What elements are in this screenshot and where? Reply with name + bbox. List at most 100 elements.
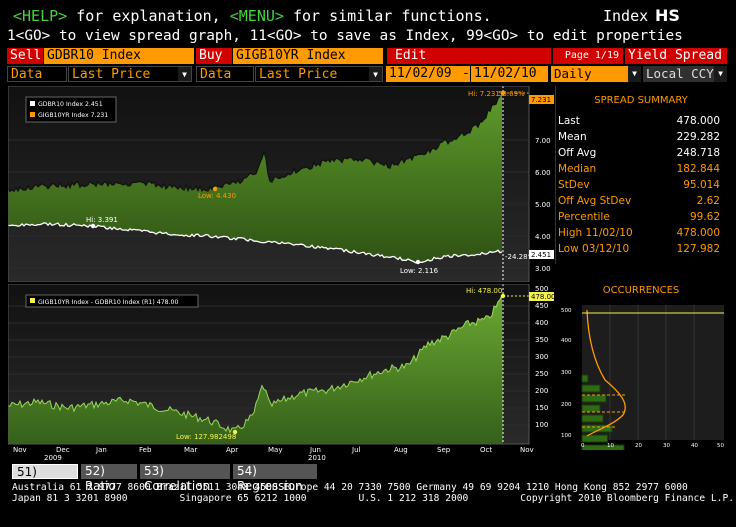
legend-gigb: GIGB10YR Index 7.231 xyxy=(38,112,108,119)
summary-row: Percentile 99.62 xyxy=(558,209,724,225)
y-tick: 200 xyxy=(535,387,548,395)
hist-bar xyxy=(581,414,604,423)
dropdown-arrow-icon[interactable]: ▼ xyxy=(628,66,641,82)
hist-background xyxy=(582,305,724,440)
spread-chart[interactable]: Hi: 478.00 Low: 127.982498 GIGB10YR Inde… xyxy=(8,284,555,460)
y-tick: 500 xyxy=(535,285,548,293)
tab-regression[interactable]: 54) Regression xyxy=(233,464,317,493)
occurrences-histogram[interactable]: 500 400 300 200 100 0 10 20 30 40 50 xyxy=(557,300,727,450)
lower-legend xyxy=(25,294,199,308)
legend-swatch-spread xyxy=(30,298,35,303)
summary-label: Low 03/12/10 xyxy=(558,243,630,255)
distribution-curve xyxy=(586,309,626,437)
last-value-1: 7.231 xyxy=(531,96,551,104)
summary-label: Mean xyxy=(558,131,587,143)
spread-summary-panel xyxy=(555,86,727,264)
summary-value: 95.014 xyxy=(683,179,720,191)
tab-spread[interactable]: 51) Spread xyxy=(12,464,78,494)
pct-label: 53.69% xyxy=(498,90,525,98)
hist-bar xyxy=(581,404,601,413)
x-tick: Aug xyxy=(394,446,408,454)
field-selector-1[interactable]: Last Price ▼ xyxy=(68,66,192,82)
hist-bar xyxy=(581,384,601,393)
x-tick: Feb xyxy=(139,446,152,454)
hist-grid xyxy=(609,305,695,440)
low-point xyxy=(212,186,218,192)
dropdown-arrow-icon[interactable]: ▼ xyxy=(178,67,191,81)
low2-label: Low: 2.116 xyxy=(400,267,439,275)
hist-x-tick: 20 xyxy=(635,443,642,449)
data-selector-1[interactable]: Data xyxy=(7,66,67,82)
summary-row: Off Avg 248.718 xyxy=(558,145,724,161)
yield-spread-title: Yield Spread xyxy=(625,48,727,64)
tab-correlation[interactable]: 53) Correlation xyxy=(140,464,230,493)
summary-row: StDev 95.014 xyxy=(558,177,724,193)
yields-chart[interactable]: Hi: 7.231 53.69% Hi: 3.391 Low: 4.430 Lo… xyxy=(8,86,555,282)
start-date-input[interactable]: 11/02/09 xyxy=(386,66,462,82)
field-selector-1-value: Last Price xyxy=(72,67,151,82)
tab-ratio[interactable]: 52) Ratio xyxy=(81,464,137,493)
last-value: 478.00 xyxy=(531,293,555,301)
menu-key[interactable]: <MENU> xyxy=(229,7,284,25)
x-tick: May xyxy=(268,446,282,454)
y-tick: 350 xyxy=(535,336,548,344)
low-label: Low: 4.430 xyxy=(198,192,236,200)
buy-label: Buy xyxy=(196,48,232,64)
summary-label: Last xyxy=(558,115,580,127)
x-tick: Nov xyxy=(13,446,27,454)
help-text: for explanation, xyxy=(67,7,230,25)
summary-row: Mean 229.282 xyxy=(558,129,724,145)
year-label: 2009 xyxy=(44,454,62,460)
hist-bar xyxy=(581,374,589,383)
hist-y-tick: 400 xyxy=(561,338,572,344)
spread-area xyxy=(8,295,503,444)
last-value-tag-1 xyxy=(529,95,554,104)
x-tick: Oct xyxy=(480,446,492,454)
y-tick: 3.00 xyxy=(535,265,551,273)
hist-x-tick: 0 xyxy=(581,443,585,449)
year-label: 2010 xyxy=(308,454,326,460)
sell-security-input[interactable]: GDBR10 Index xyxy=(44,48,194,64)
period-selector[interactable]: Daily ▼ xyxy=(551,66,641,82)
summary-label: Percentile xyxy=(558,211,610,223)
end-date-input[interactable]: 11/02/10 xyxy=(471,66,548,82)
summary-label: Median xyxy=(558,163,597,175)
summary-value: 182.844 xyxy=(676,163,720,175)
hist-y-tick: 200 xyxy=(561,402,572,408)
go-line: 1<GO> to view spread graph, 11<GO> to sa… xyxy=(7,28,683,44)
hist-x-tick: 50 xyxy=(717,443,724,449)
buy-security-input[interactable]: GIGB10YR Index xyxy=(233,48,383,64)
spread-area xyxy=(8,93,502,263)
dropdown-arrow-icon[interactable]: ▼ xyxy=(714,66,727,82)
low-label: Low: 127.982498 xyxy=(176,433,236,441)
hist-y-tick: 100 xyxy=(561,433,572,439)
last-value-2: 2.451 xyxy=(531,251,551,259)
x-tick: Jun xyxy=(309,446,321,454)
help-line: <HELP> for explanation, <MENU> for simil… xyxy=(13,9,492,24)
hist-y-tick: 500 xyxy=(561,308,572,314)
hi-label: Hi: 478.00 xyxy=(466,287,502,295)
y-tick: 150 xyxy=(535,404,548,412)
dropdown-arrow-icon[interactable]: ▼ xyxy=(369,67,382,81)
hi-label: Hi: 7.231 xyxy=(468,90,500,98)
upper-legend xyxy=(25,96,117,123)
stdev-lines xyxy=(582,394,627,428)
field-selector-2[interactable]: Last Price ▼ xyxy=(255,66,383,82)
summary-label: High 11/02/10 xyxy=(558,227,633,239)
hist-x-tick: 30 xyxy=(663,443,670,449)
y-tick: 4.00 xyxy=(535,233,551,241)
summary-row: Off Avg StDev 2.62 xyxy=(558,193,724,209)
data-selector-2[interactable]: Data xyxy=(196,66,254,82)
hist-bar xyxy=(581,394,607,403)
occurrences-title: OCCURRENCES xyxy=(602,285,680,296)
currency-selector[interactable]: Local CCY ▼ xyxy=(643,66,727,82)
x-tick: Nov xyxy=(520,446,534,454)
index-code: HS xyxy=(655,6,680,25)
help-key[interactable]: <HELP> xyxy=(13,7,68,25)
page-indicator: Page 1/19 xyxy=(553,48,623,64)
index-label: Index xyxy=(603,7,649,25)
last-value-tag-2 xyxy=(529,250,554,259)
footer-contacts-1: Australia 61 2 9777 8600 Brazil 5511 304… xyxy=(12,482,688,493)
edit-button[interactable]: Edit xyxy=(387,48,551,64)
summary-label: Off Avg StDev xyxy=(558,195,632,207)
